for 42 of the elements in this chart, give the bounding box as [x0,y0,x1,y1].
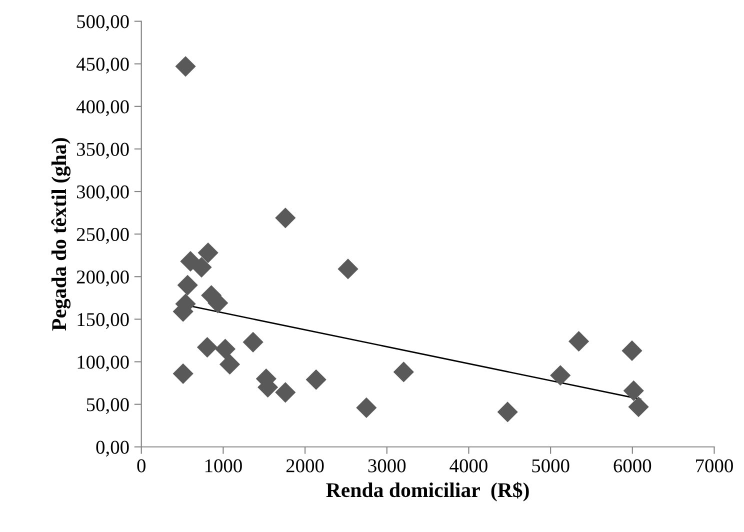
point [219,354,240,375]
point [550,365,571,386]
y-tick-label: 400,00 [76,100,129,116]
x-tick-label: 7000 [696,459,733,472]
x-tick-label: 5000 [532,459,570,472]
point [214,338,236,360]
y-tick-label: 100,00 [78,356,129,372]
point [198,242,218,264]
x-tick-label: 3000 [368,459,406,472]
x-tick-label: 2000 [286,459,324,472]
y-tick-label: 50,00 [86,398,129,414]
point [191,256,212,278]
y-tick-label: 200,00 [76,270,129,286]
y-tick-label: 150,00 [78,313,129,329]
x-tick-label: 6000 [614,459,652,472]
x-tick-label: 4000 [450,459,488,472]
point [175,56,196,77]
y-axis-title: Pegada do têxtil (gha) [51,138,71,331]
x-tick-label: 0 [137,459,146,472]
point [275,208,296,228]
point [622,340,642,361]
y-tick-label: 0,00 [96,440,129,457]
point [177,274,198,296]
x-tick-label: 1000 [205,459,242,472]
y-tick-label: 250,00 [76,228,129,244]
y-tick-label: 450,00 [76,58,129,74]
point [623,380,644,401]
point [338,258,358,280]
y-tick-label: 500,00 [77,15,129,32]
y-tick-label: 350,00 [77,142,129,159]
point [306,369,326,390]
point [172,363,194,384]
x-axis-title: Renda domiciliar (R$) [326,482,529,502]
point [497,402,518,422]
point [356,397,377,418]
y-tick-label: 300,00 [77,185,129,202]
point [568,331,590,352]
point [393,362,414,382]
point [275,382,296,403]
point [242,332,264,352]
point [196,336,218,358]
point [628,396,649,418]
